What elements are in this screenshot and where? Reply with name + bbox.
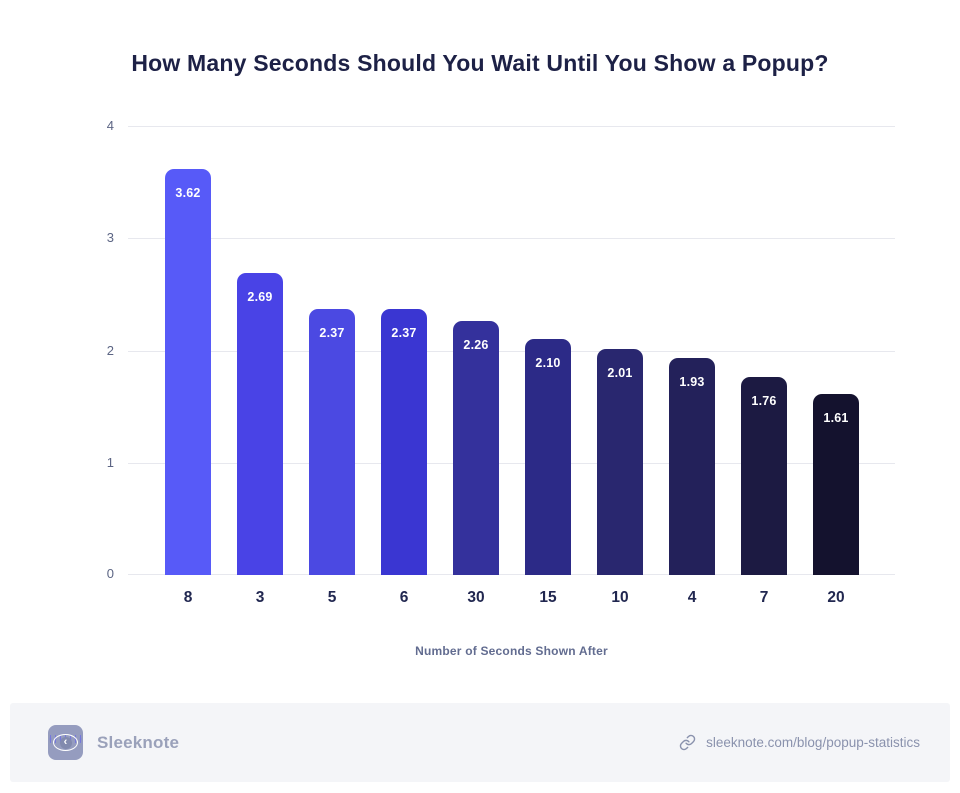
bar-15-seconds: 2.10	[525, 339, 571, 575]
gridline-y-2	[128, 350, 895, 352]
bar-8-seconds: 3.62	[165, 169, 211, 575]
bar-30-seconds: 2.26	[453, 321, 499, 575]
sleeknote-logo-oval: ‹	[53, 734, 78, 751]
sleeknote-logo-icon: ‹	[48, 725, 83, 760]
x-tick-label-5: 5	[327, 589, 337, 606]
gridline-y-3	[128, 238, 895, 240]
x-tick-label-4: 4	[687, 589, 697, 606]
bar-10-seconds: 2.01	[597, 349, 643, 575]
bar-value-label: 3.62	[175, 186, 201, 200]
x-tick-label-15: 15	[539, 589, 557, 606]
bar-4-seconds: 1.93	[669, 358, 715, 575]
chart-title: How Many Seconds Should You Wait Until Y…	[131, 50, 829, 76]
bar-value-label: 2.37	[391, 326, 417, 340]
bar-value-label: 1.76	[751, 394, 777, 408]
bar-20-seconds: 1.61	[813, 394, 859, 575]
x-tick-label-10: 10	[611, 589, 629, 606]
link-icon	[679, 734, 696, 751]
brand-name: Sleeknote	[97, 732, 180, 752]
y-tick-label-1: 1	[106, 454, 114, 470]
x-tick-label-20: 20	[827, 589, 845, 606]
y-tick-label-0: 0	[106, 566, 114, 581]
x-tick-label-7: 7	[759, 589, 769, 606]
x-tick-label-8: 8	[183, 589, 193, 606]
bar-value-label: 2.26	[463, 338, 489, 352]
bar-value-label: 1.61	[823, 411, 849, 425]
x-tick-label-6: 6	[399, 589, 409, 606]
gridline-y-4	[128, 126, 895, 127]
footer: ‹ Sleeknote sleeknote.com/blog/popup-sta…	[10, 703, 950, 782]
bar-value-label: 2.10	[535, 356, 561, 370]
bar-chart-plot-area: Conversion Rate Number of Seconds Shown …	[107, 118, 895, 658]
bar-5-seconds: 2.37	[309, 309, 355, 575]
y-tick-label-3: 3	[106, 230, 114, 246]
x-tick-label-3: 3	[255, 589, 265, 606]
x-tick-label-30: 30	[467, 589, 485, 606]
bar-3-seconds: 2.69	[237, 273, 283, 575]
source-link[interactable]: sleeknote.com/blog/popup-statistics	[679, 734, 920, 751]
brand: ‹ Sleeknote	[48, 725, 179, 760]
bar-value-label: 2.37	[319, 326, 345, 340]
bar-6-seconds: 2.37	[381, 309, 427, 575]
sleeknote-logo-chevron: ‹	[59, 736, 72, 749]
bar-value-label: 1.93	[679, 375, 705, 389]
bar-7-seconds: 1.76	[741, 377, 787, 575]
bar-value-label: 2.69	[247, 290, 273, 304]
x-axis-title: Number of Seconds Shown After	[415, 644, 608, 658]
y-tick-label-4: 4	[106, 118, 114, 133]
source-url[interactable]: sleeknote.com/blog/popup-statistics	[706, 735, 920, 750]
gridline-y-1	[128, 462, 895, 464]
bar-value-label: 2.01	[607, 366, 633, 380]
y-tick-label-2: 2	[106, 342, 114, 358]
gridline-y-0	[128, 574, 895, 575]
